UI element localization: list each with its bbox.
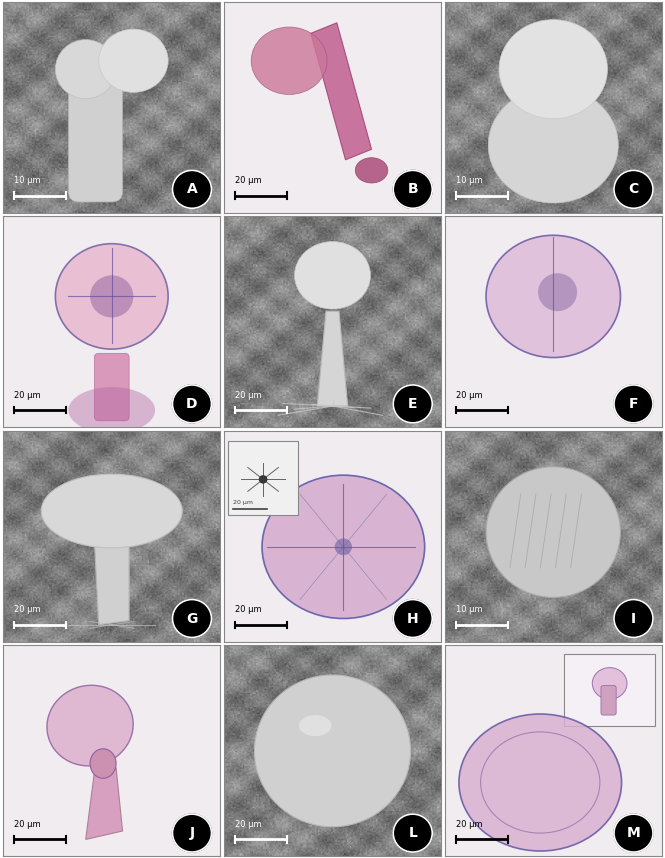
Circle shape: [393, 385, 432, 423]
Ellipse shape: [295, 242, 370, 309]
Ellipse shape: [355, 158, 388, 183]
Circle shape: [614, 814, 653, 852]
Ellipse shape: [299, 715, 331, 736]
Polygon shape: [311, 23, 372, 160]
Text: 20 μm: 20 μm: [456, 390, 482, 400]
Ellipse shape: [90, 749, 116, 778]
Ellipse shape: [538, 273, 577, 311]
Text: 10 μm: 10 μm: [456, 605, 482, 614]
Text: C: C: [628, 182, 638, 196]
Circle shape: [614, 600, 653, 637]
Circle shape: [393, 814, 432, 852]
Ellipse shape: [251, 27, 327, 94]
Text: 20 μm: 20 μm: [14, 820, 41, 829]
Text: 20 μm: 20 μm: [235, 605, 261, 614]
Text: 20 μm: 20 μm: [14, 390, 41, 400]
Text: 20 μm: 20 μm: [235, 176, 261, 185]
Text: J: J: [190, 826, 195, 840]
Text: G: G: [186, 612, 198, 625]
Ellipse shape: [486, 235, 620, 358]
Text: D: D: [186, 397, 198, 411]
Text: 20 μm: 20 μm: [235, 390, 261, 400]
Text: 20 μm: 20 μm: [233, 499, 253, 505]
Ellipse shape: [41, 474, 182, 548]
Text: M: M: [626, 826, 640, 840]
Text: A: A: [187, 182, 198, 196]
FancyBboxPatch shape: [601, 686, 616, 715]
Ellipse shape: [55, 244, 168, 349]
Circle shape: [172, 385, 211, 423]
Ellipse shape: [90, 275, 134, 317]
Polygon shape: [94, 541, 129, 625]
Text: I: I: [631, 612, 636, 625]
Text: H: H: [407, 612, 418, 625]
Ellipse shape: [459, 714, 622, 851]
Circle shape: [614, 171, 653, 208]
Text: B: B: [408, 182, 418, 196]
FancyBboxPatch shape: [94, 353, 129, 420]
Circle shape: [393, 600, 432, 637]
Ellipse shape: [486, 467, 620, 597]
Ellipse shape: [47, 686, 133, 766]
Circle shape: [172, 171, 211, 208]
Ellipse shape: [593, 668, 627, 699]
Ellipse shape: [259, 475, 267, 484]
Text: 20 μm: 20 μm: [235, 820, 261, 829]
Ellipse shape: [255, 675, 410, 827]
Text: 10 μm: 10 μm: [14, 176, 41, 185]
Text: F: F: [628, 397, 638, 411]
Text: 20 μm: 20 μm: [14, 605, 41, 614]
Circle shape: [172, 814, 211, 852]
FancyBboxPatch shape: [68, 76, 122, 202]
Text: 10 μm: 10 μm: [456, 176, 482, 185]
Ellipse shape: [68, 387, 155, 433]
Ellipse shape: [499, 20, 607, 118]
Polygon shape: [317, 311, 348, 406]
Circle shape: [172, 600, 211, 637]
Polygon shape: [86, 768, 122, 839]
Ellipse shape: [262, 475, 425, 619]
Ellipse shape: [55, 39, 116, 99]
Ellipse shape: [98, 29, 168, 93]
Ellipse shape: [488, 88, 618, 203]
FancyBboxPatch shape: [564, 654, 655, 726]
Ellipse shape: [334, 539, 352, 555]
Text: 20 μm: 20 μm: [456, 820, 482, 829]
Text: L: L: [408, 826, 417, 840]
Text: E: E: [408, 397, 418, 411]
FancyBboxPatch shape: [228, 441, 298, 515]
Circle shape: [614, 385, 653, 423]
Circle shape: [393, 171, 432, 208]
